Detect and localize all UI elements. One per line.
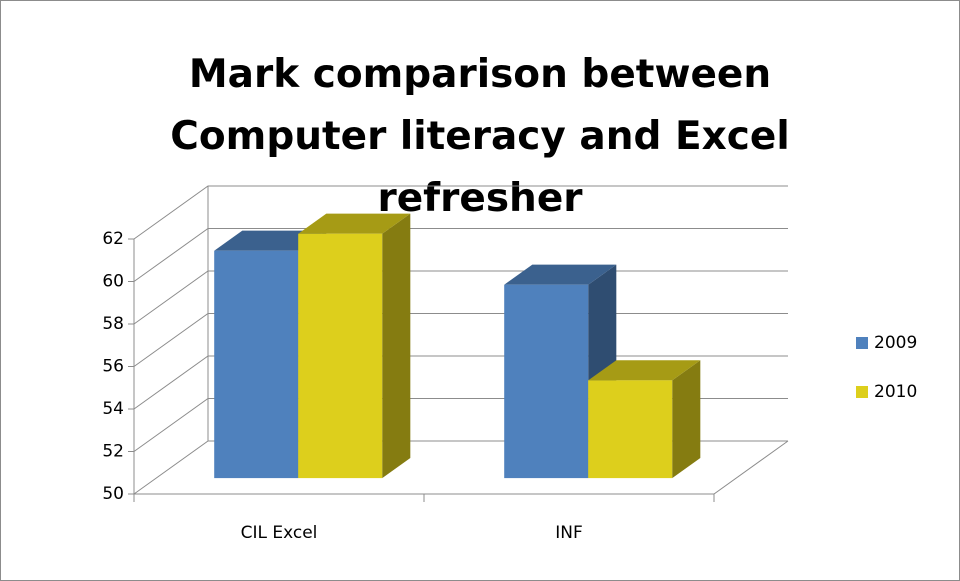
bar-side [382,213,411,479]
y-tick-label: 52 [102,442,124,462]
bar [298,233,383,479]
y-tick-label: 62 [102,229,124,249]
y-tick-label: 54 [102,399,124,419]
x-tick-label: INF [555,523,583,543]
bar [588,380,673,479]
y-tick-label: 56 [102,357,124,377]
grid-line [133,185,788,240]
bar [504,284,589,479]
bar-top [588,360,701,381]
y-tick-label: 50 [102,484,124,504]
chart-title: Mark comparison between Computer literac… [170,52,790,221]
bar [214,250,299,479]
y-tick-label: 58 [102,314,124,334]
bar-top [504,264,617,285]
legend-label: 2010 [874,382,917,402]
legend-swatch [856,386,868,398]
legend-label: 2009 [874,333,917,353]
y-tick-label: 60 [102,272,124,292]
legend-swatch [856,337,868,349]
bar-side [672,360,701,479]
grid-line [133,228,788,282]
bar-top [298,213,411,234]
x-tick-label: CIL Excel [241,523,318,543]
